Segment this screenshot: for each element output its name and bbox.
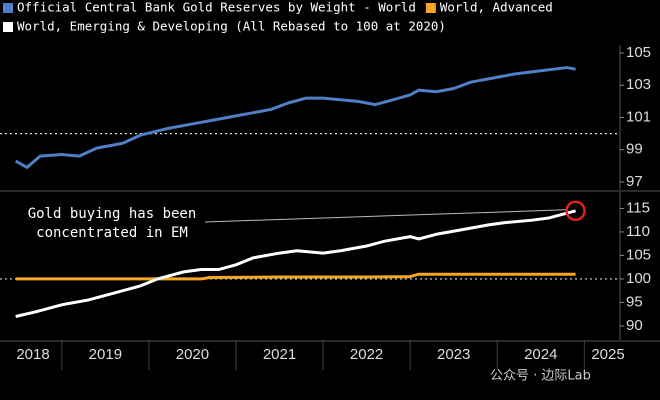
annotation-leader — [204, 209, 566, 223]
x-tick-label: 2024 — [524, 346, 557, 363]
annotation: Gold buying has been — [28, 206, 197, 222]
x-tick-label: 2020 — [176, 346, 209, 363]
x-tick-label: 2022 — [350, 346, 383, 363]
series-line — [15, 272, 576, 281]
y-tick-label: 101 — [626, 108, 651, 125]
legend-label: World, Advanced — [440, 0, 553, 15]
x-tick-label: 2023 — [437, 346, 470, 363]
legend-label: World, Emerging & Developing (All Rebase… — [17, 19, 446, 34]
x-tick-label: 2019 — [89, 346, 122, 363]
highlight-circle — [565, 200, 586, 222]
y-tick-label: 95 — [626, 293, 643, 310]
x-tick-label: 2021 — [263, 346, 296, 363]
y-tick-label: 105 — [626, 44, 651, 61]
y-tick-label: 99 — [626, 141, 643, 158]
x-tick-label: 2025 — [591, 346, 624, 363]
legend-label: Official Central Bank Gold Reserves by W… — [17, 0, 416, 15]
y-tick-label: 103 — [626, 76, 651, 93]
y-tick-label: 105 — [626, 246, 651, 263]
x-tick-label: 2018 — [16, 346, 49, 363]
series-line — [14, 66, 576, 169]
series-line — [15, 209, 576, 318]
y-tick-label: 110 — [626, 223, 650, 240]
y-tick-label: 90 — [626, 317, 643, 334]
legend-swatch — [425, 3, 436, 13]
y-tick-label: 100 — [626, 270, 651, 287]
legend-swatch — [3, 3, 13, 13]
watermark: 公众号 · 边际Lab — [490, 369, 591, 384]
annotation: concentrated in EM — [36, 225, 188, 241]
legend-swatch — [3, 22, 13, 32]
y-tick-label: 97 — [626, 173, 643, 190]
y-tick-label: 115 — [626, 199, 650, 216]
